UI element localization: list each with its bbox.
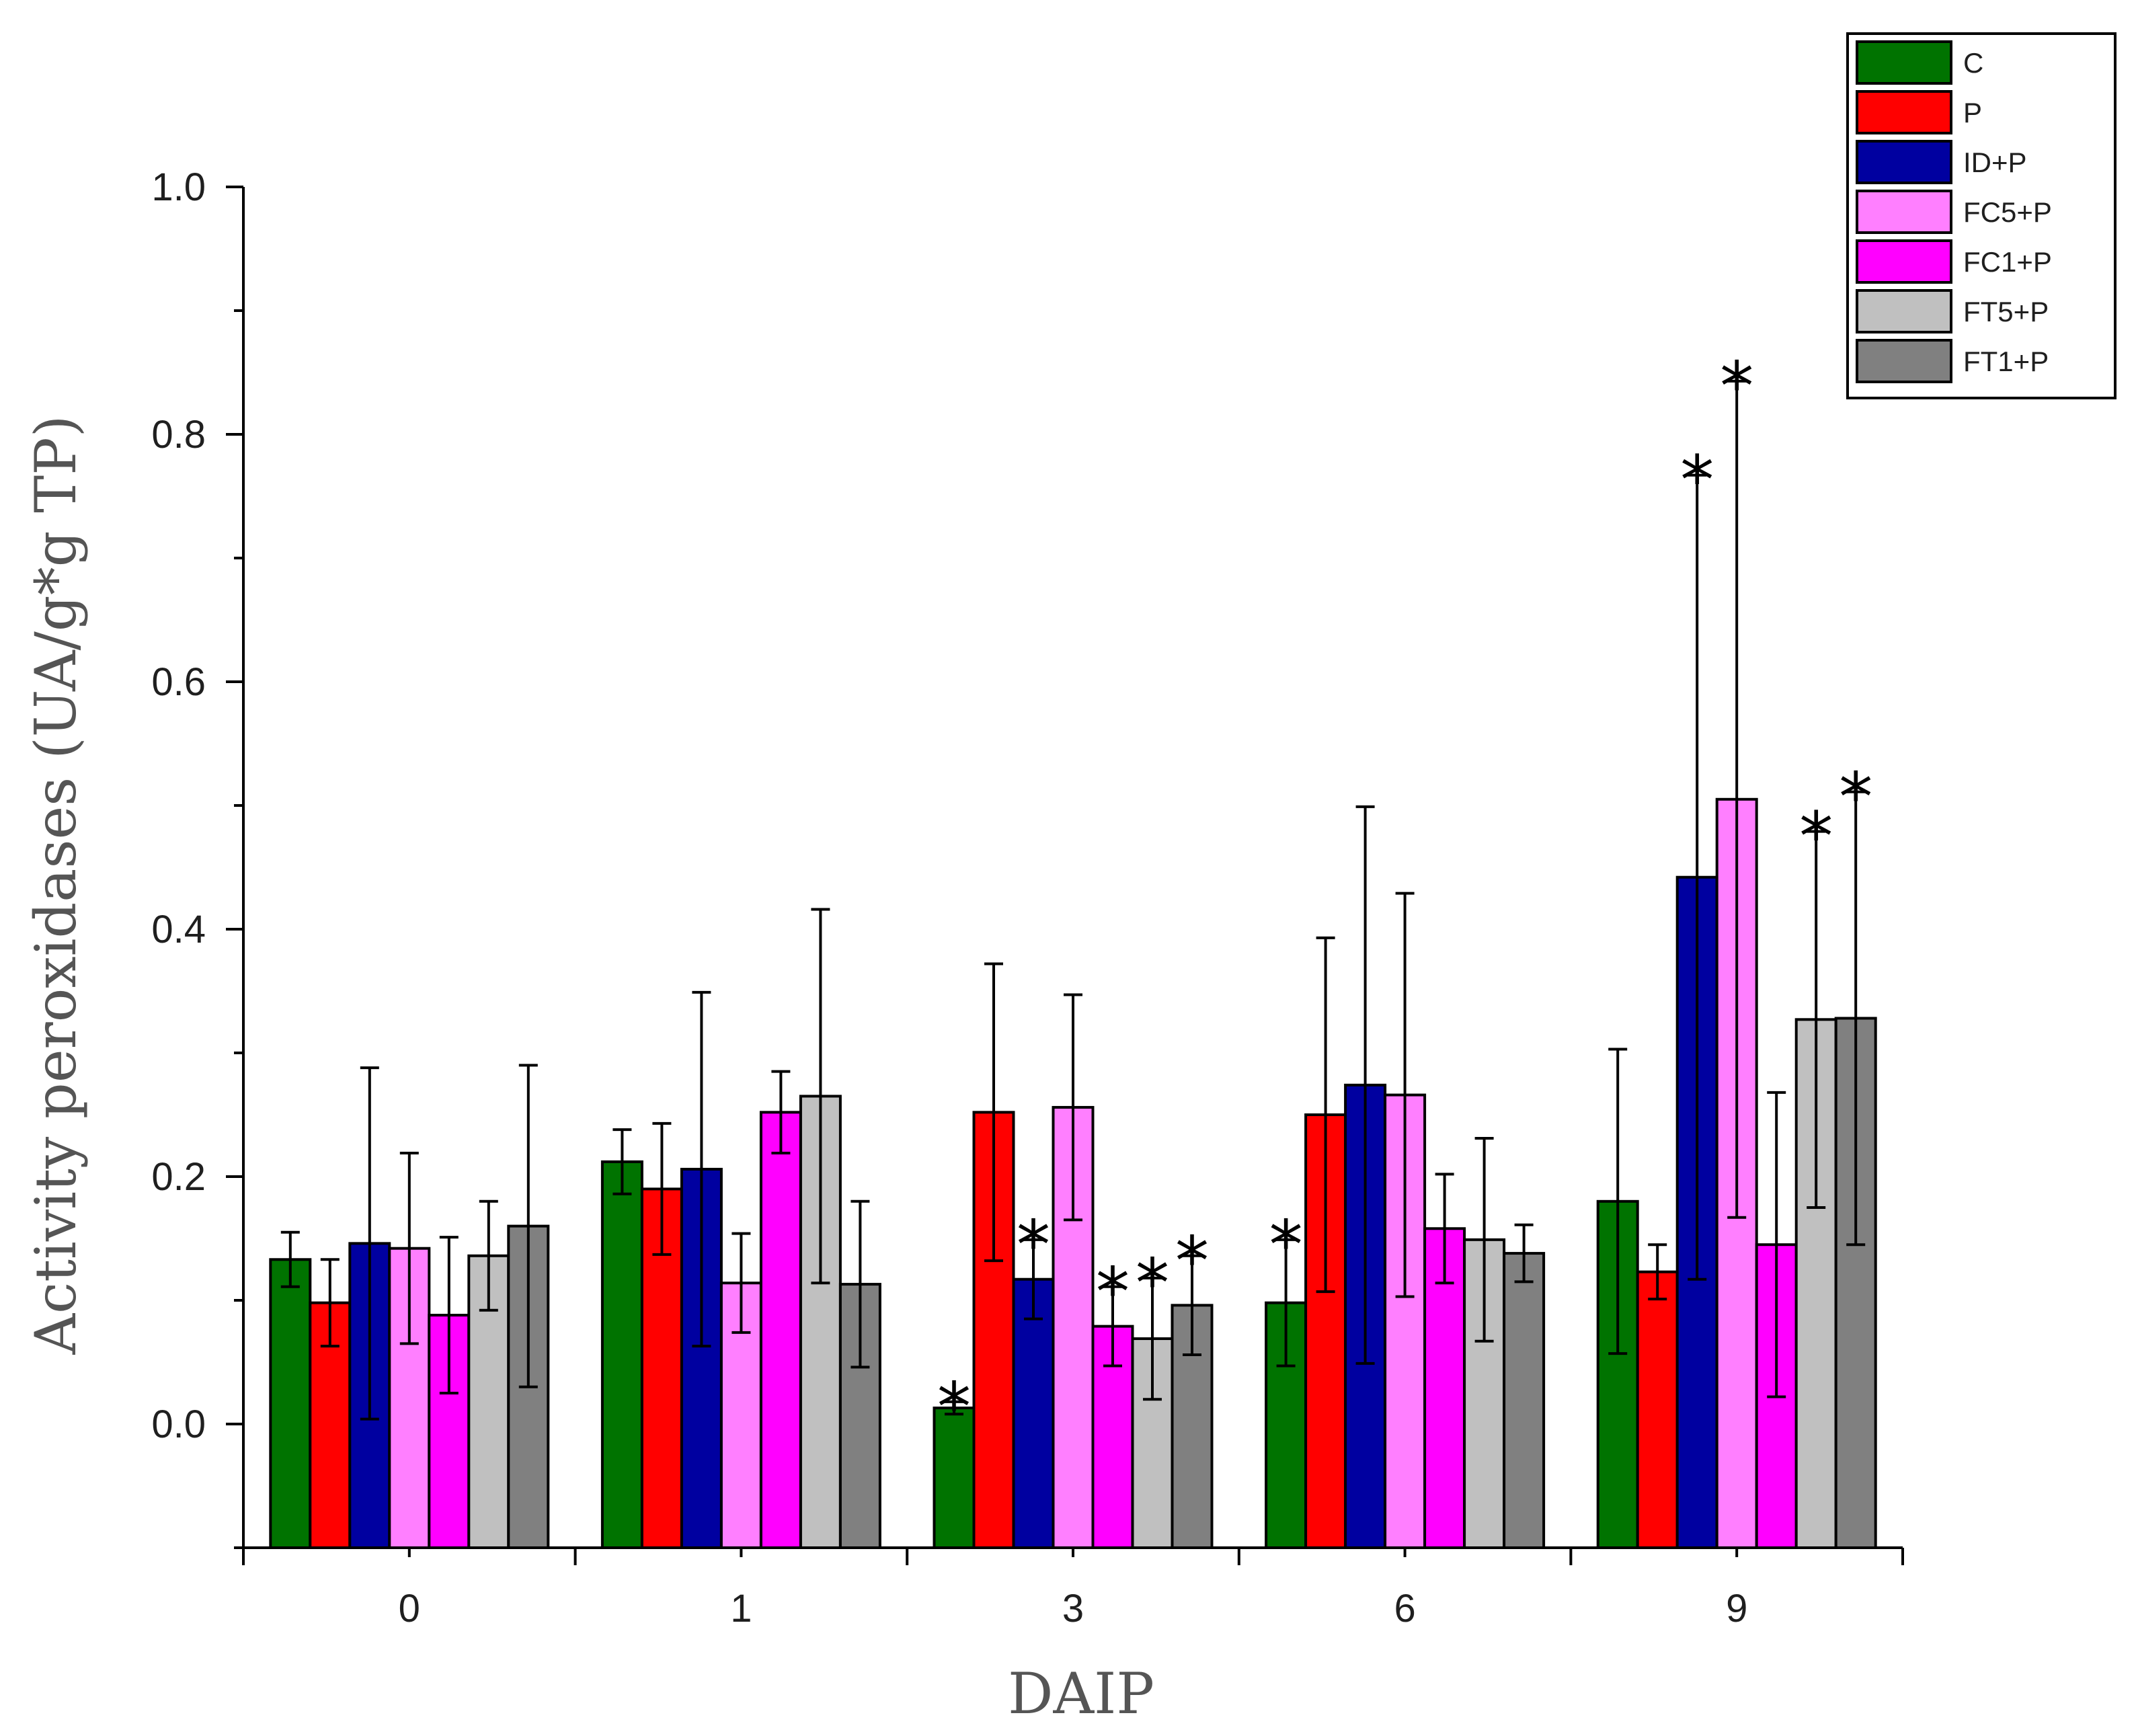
legend-label: FT1+P bbox=[1963, 346, 2049, 377]
bar bbox=[600, 1160, 643, 1550]
legend-swatch bbox=[1856, 140, 1952, 184]
legend-swatch bbox=[1856, 339, 1952, 383]
y-tick-label: 0.6 bbox=[151, 660, 206, 704]
bars bbox=[269, 797, 1877, 1550]
significance-marker: * bbox=[1017, 1206, 1050, 1284]
significance-marker: * bbox=[1839, 758, 1872, 836]
legend-swatch bbox=[1856, 239, 1952, 284]
y-axis-title: Activity peroxidases (UA/g*g TP) bbox=[23, 416, 89, 1355]
significance-markers: ****** **** bbox=[937, 347, 1872, 1446]
x-tick-label: 0 bbox=[399, 1587, 420, 1630]
legend-label: ID+P bbox=[1963, 147, 2027, 178]
bar bbox=[759, 1111, 802, 1549]
bar bbox=[1503, 1252, 1546, 1549]
bar bbox=[1463, 1238, 1506, 1549]
x-tick-label: 3 bbox=[1062, 1587, 1084, 1630]
x-tick-label: 9 bbox=[1726, 1587, 1747, 1630]
error-bars bbox=[280, 379, 1866, 1421]
significance-marker: * bbox=[1136, 1244, 1169, 1323]
significance-marker: * bbox=[1269, 1206, 1303, 1284]
legend-label: FC5+P bbox=[1963, 196, 2052, 228]
legend-swatch bbox=[1856, 190, 1952, 234]
bar bbox=[269, 1258, 312, 1550]
significance-marker: * bbox=[1720, 347, 1753, 426]
y-tick-label: 0.0 bbox=[151, 1403, 206, 1446]
tick-labels: 0.0 0.2 0.4 0.6 0.8 1.0 0 1 3 6 9 bbox=[151, 165, 1747, 1630]
bar bbox=[1012, 1277, 1055, 1549]
legend-label: FT5+P bbox=[1963, 296, 2049, 327]
significance-marker: * bbox=[1680, 441, 1714, 520]
y-tick-label: 0.8 bbox=[151, 413, 206, 457]
x-axis-title: DAIP bbox=[1008, 1661, 1154, 1727]
significance-marker: * bbox=[937, 1368, 971, 1446]
legend-swatch bbox=[1856, 40, 1952, 85]
legend-label: P bbox=[1963, 97, 1982, 128]
y-tick-label: 0.2 bbox=[151, 1155, 206, 1199]
legend: CP ID+P FC5+P FC1+P FT5+P FT1+P bbox=[1846, 32, 2117, 399]
significance-marker: * bbox=[1175, 1222, 1209, 1300]
y-tick-label: 0.4 bbox=[151, 908, 206, 951]
x-tick-label: 1 bbox=[730, 1587, 752, 1630]
legend-swatch bbox=[1856, 90, 1952, 134]
bar bbox=[1636, 1270, 1679, 1550]
x-tick-label: 6 bbox=[1394, 1587, 1415, 1630]
legend-label: FC1+P bbox=[1963, 246, 2052, 278]
significance-marker: * bbox=[1799, 797, 1833, 876]
y-tick-label: 1.0 bbox=[151, 165, 206, 209]
significance-marker: * bbox=[1096, 1253, 1130, 1331]
legend-label: C bbox=[1963, 47, 1983, 79]
legend-swatch bbox=[1856, 289, 1952, 333]
bar bbox=[799, 1095, 842, 1549]
bar bbox=[1052, 1105, 1095, 1549]
